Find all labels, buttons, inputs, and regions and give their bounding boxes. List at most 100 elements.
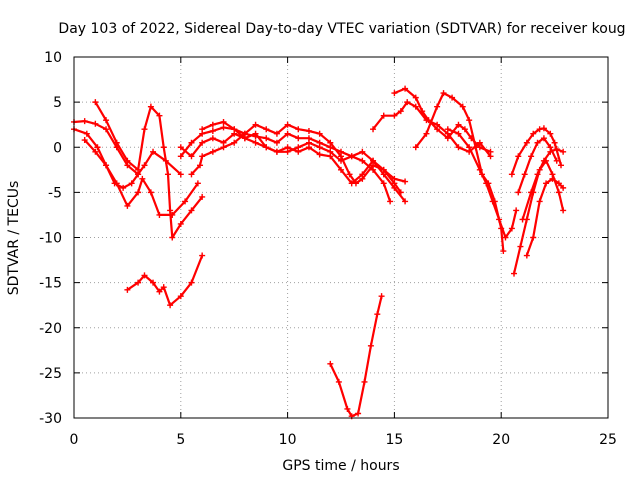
data-point — [92, 99, 99, 106]
data-point — [150, 279, 157, 286]
data-point — [352, 180, 359, 187]
data-point — [346, 171, 353, 178]
data-point — [359, 148, 366, 155]
data-point — [295, 126, 302, 133]
data-point — [188, 171, 195, 178]
data-point — [540, 125, 547, 132]
data-point — [241, 135, 248, 142]
data-point — [560, 148, 567, 155]
data-point — [295, 135, 302, 142]
data-point — [412, 103, 419, 110]
data-point — [316, 130, 323, 137]
data-point — [135, 279, 142, 286]
data-point — [496, 216, 503, 223]
series-arc-14 — [444, 126, 520, 241]
data-point — [397, 108, 404, 115]
data-point — [160, 284, 167, 291]
data-point — [139, 175, 146, 182]
data-point — [141, 272, 148, 279]
y-tick-label: 5 — [53, 95, 62, 111]
data-point — [160, 144, 167, 151]
data-point — [147, 103, 154, 110]
data-point — [81, 118, 88, 125]
data-point — [156, 211, 163, 218]
x-tick-label: 15 — [385, 432, 403, 448]
data-point — [423, 130, 430, 137]
data-point — [553, 157, 560, 164]
data-point — [141, 126, 148, 133]
data-point — [534, 171, 541, 178]
data-point — [523, 252, 530, 259]
data-point — [169, 234, 176, 241]
data-point — [536, 126, 543, 133]
data-point — [434, 103, 441, 110]
data-point — [135, 189, 142, 196]
data-point — [263, 135, 270, 142]
data-point — [472, 144, 479, 151]
x-tick-label: 20 — [492, 432, 510, 448]
data-point — [370, 157, 377, 164]
data-point — [124, 202, 131, 209]
data-point — [391, 112, 398, 119]
data-point — [209, 135, 216, 142]
data-point — [534, 139, 541, 146]
data-point — [327, 360, 334, 367]
data-point — [549, 175, 556, 182]
data-point — [177, 144, 184, 151]
data-point — [355, 410, 362, 417]
data-point — [348, 153, 355, 160]
data-point — [194, 180, 201, 187]
data-point — [167, 207, 174, 214]
data-point — [530, 234, 537, 241]
data-point — [147, 189, 154, 196]
data-point — [511, 270, 518, 277]
data-point — [361, 378, 368, 385]
y-tick-label: -15 — [39, 276, 62, 292]
series-arc-10 — [327, 293, 385, 420]
data-point — [92, 120, 99, 127]
data-point — [476, 166, 483, 173]
y-tick-label: -25 — [39, 366, 62, 382]
data-point — [83, 130, 90, 137]
data-point — [466, 117, 473, 124]
data-point — [455, 144, 462, 151]
series-line — [126, 254, 204, 307]
data-point — [558, 162, 565, 169]
data-point — [263, 126, 270, 133]
series-arc-9 — [199, 118, 409, 205]
series-line — [446, 128, 518, 239]
data-point — [305, 128, 312, 135]
data-point — [502, 234, 509, 241]
data-point — [252, 133, 259, 140]
data-point — [419, 108, 426, 115]
series-arc-17 — [519, 146, 567, 223]
data-point — [103, 126, 110, 133]
data-point — [370, 126, 377, 133]
data-point — [508, 171, 515, 178]
data-point — [327, 148, 334, 155]
data-point — [199, 126, 206, 133]
data-point — [81, 137, 88, 144]
data-point — [380, 180, 387, 187]
data-point — [367, 342, 374, 349]
data-point — [434, 126, 441, 133]
data-point — [156, 288, 163, 295]
data-point — [455, 130, 462, 137]
data-point — [103, 117, 110, 124]
data-point — [284, 121, 291, 128]
data-point — [316, 144, 323, 151]
data-point — [338, 157, 344, 164]
data-point — [553, 146, 560, 153]
data-series — [71, 85, 567, 420]
data-point — [199, 153, 206, 160]
data-point — [380, 112, 387, 119]
data-point — [128, 180, 135, 187]
data-point — [500, 248, 507, 255]
data-point — [295, 144, 302, 151]
data-point — [182, 198, 189, 205]
data-point — [177, 153, 184, 160]
data-point — [487, 148, 494, 155]
y-tick-label: 10 — [44, 50, 62, 66]
data-point — [402, 85, 409, 92]
data-point — [141, 162, 148, 169]
